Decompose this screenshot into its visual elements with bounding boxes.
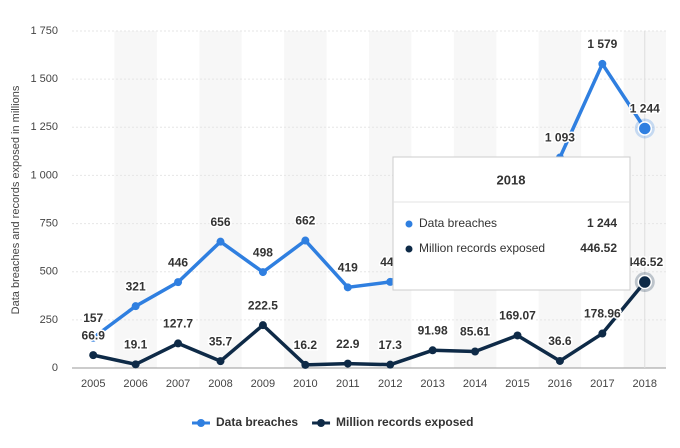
data-label: 66.9 bbox=[82, 328, 106, 342]
x-tick-label: 2018 bbox=[633, 378, 657, 390]
data-label: 19.1 bbox=[124, 337, 148, 351]
x-tick-label: 2011 bbox=[336, 378, 360, 390]
x-tick-label: 2007 bbox=[166, 378, 190, 390]
data-label: 446 bbox=[168, 255, 188, 269]
point bbox=[428, 346, 437, 355]
tooltip-value: 1 244 bbox=[587, 216, 617, 230]
point bbox=[555, 356, 564, 365]
legend-marker bbox=[197, 419, 205, 427]
y-tick-label: 1 000 bbox=[30, 169, 58, 181]
tooltip-value: 446.52 bbox=[580, 241, 617, 255]
tooltip-series-name: Data breaches bbox=[419, 216, 497, 230]
point bbox=[513, 331, 522, 340]
tooltip-marker bbox=[405, 245, 413, 253]
point bbox=[637, 274, 653, 290]
data-label: 22.9 bbox=[336, 337, 360, 351]
point bbox=[216, 237, 225, 246]
data-label: 498 bbox=[253, 245, 273, 259]
legend-label: Data breaches bbox=[216, 415, 298, 429]
point bbox=[343, 359, 352, 368]
column-band bbox=[199, 31, 242, 368]
point bbox=[386, 277, 395, 286]
x-tick-label: 2014 bbox=[463, 378, 487, 390]
column-band bbox=[284, 31, 327, 368]
x-tick-label: 2017 bbox=[590, 378, 614, 390]
x-tick-label: 2005 bbox=[81, 378, 105, 390]
data-label: 222.5 bbox=[248, 298, 278, 312]
point bbox=[174, 339, 183, 348]
point bbox=[301, 236, 310, 245]
data-label: 1 244 bbox=[630, 102, 660, 116]
x-tick-label: 2006 bbox=[123, 378, 147, 390]
point bbox=[131, 302, 140, 311]
y-tick-label: 250 bbox=[40, 314, 58, 326]
x-tick-label: 2009 bbox=[251, 378, 275, 390]
data-label: 127.7 bbox=[163, 317, 193, 331]
x-tick-label: 2008 bbox=[208, 378, 232, 390]
point bbox=[258, 268, 267, 277]
tooltip-series-name: Million records exposed bbox=[419, 241, 545, 255]
legend-item[interactable]: Data breaches bbox=[192, 415, 298, 429]
tooltip: 2018 Data breaches 1 244 Million records… bbox=[392, 156, 631, 291]
legend-label: Million records exposed bbox=[336, 415, 473, 429]
point bbox=[471, 347, 480, 356]
tooltip-marker bbox=[405, 220, 413, 228]
data-label: 419 bbox=[338, 260, 358, 274]
data-label: 178.96 bbox=[584, 307, 621, 321]
point bbox=[174, 278, 183, 287]
x-tick-label: 2013 bbox=[420, 378, 444, 390]
data-label: 1 579 bbox=[587, 37, 617, 51]
data-label: 35.7 bbox=[209, 334, 233, 348]
point bbox=[216, 357, 225, 366]
point bbox=[386, 360, 395, 369]
tooltip-title: 2018 bbox=[497, 172, 526, 187]
point bbox=[343, 283, 352, 292]
y-tick-label: 1 500 bbox=[30, 73, 58, 85]
data-label: 17.3 bbox=[379, 338, 403, 352]
point bbox=[258, 321, 267, 330]
data-label: 85.61 bbox=[460, 325, 490, 339]
point bbox=[89, 333, 98, 342]
point bbox=[89, 351, 98, 360]
data-label: 91.98 bbox=[418, 323, 448, 337]
x-tick-label: 2015 bbox=[505, 378, 529, 390]
data-label: 36.6 bbox=[548, 334, 572, 348]
y-tick-label: 750 bbox=[40, 217, 58, 229]
data-label: 321 bbox=[126, 279, 146, 293]
point bbox=[637, 121, 653, 136]
data-label: 656 bbox=[210, 215, 230, 229]
tooltip-box bbox=[392, 156, 631, 291]
series-line bbox=[92, 280, 647, 367]
data-label: 662 bbox=[295, 214, 315, 228]
y-tick-label: 1 750 bbox=[30, 25, 58, 37]
data-label: 16.2 bbox=[294, 338, 318, 352]
y-tick-label: 500 bbox=[40, 266, 58, 278]
x-tick-label: 2012 bbox=[378, 378, 402, 390]
legend-item[interactable]: Million records exposed bbox=[312, 415, 473, 429]
point bbox=[598, 59, 607, 68]
y-tick-label: 0 bbox=[52, 362, 58, 374]
x-tick-label: 2016 bbox=[548, 378, 572, 390]
legend-marker bbox=[317, 419, 326, 427]
x-tick-label: 2010 bbox=[293, 378, 317, 390]
y-tick-label: 1 250 bbox=[30, 121, 58, 133]
data-label: 446.52 bbox=[626, 255, 663, 269]
data-label: 157 bbox=[83, 311, 103, 325]
data-label: 169.07 bbox=[499, 309, 536, 323]
point bbox=[301, 360, 310, 369]
column-band bbox=[114, 31, 157, 368]
y-axis-label: Data breaches and records exposed in mil… bbox=[10, 85, 22, 314]
point bbox=[598, 329, 607, 338]
point bbox=[131, 360, 140, 369]
data-label: 1 093 bbox=[545, 131, 575, 145]
